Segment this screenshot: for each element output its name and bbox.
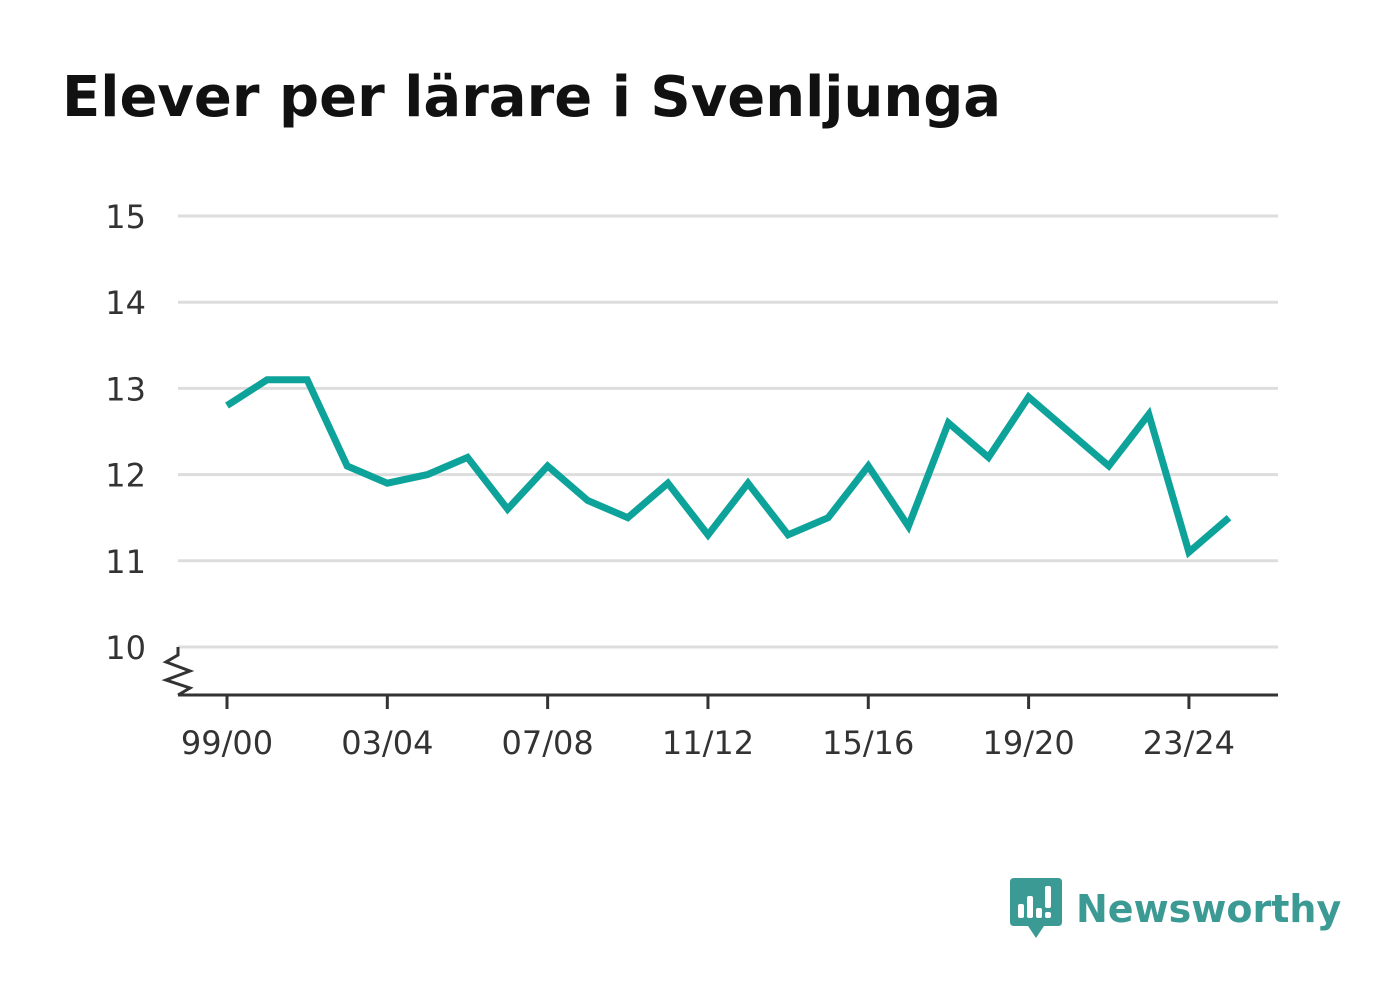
- y-tick-label-13: 13: [105, 370, 146, 408]
- chart-title: Elever per lärare i Svenljunga: [62, 65, 1002, 130]
- y-axis-tick-labels: 10 11 12 13 14 15: [105, 198, 146, 667]
- y-tick-label-14: 14: [105, 284, 146, 322]
- x-axis: 99/00 03/04 07/08 11/12 15/16 19/20 23/24: [161, 647, 1278, 762]
- series: [225, 376, 1232, 559]
- y-tick-label-10: 10: [105, 629, 146, 667]
- y-tick-label-12: 12: [105, 457, 146, 495]
- y-tick-label-15: 15: [105, 198, 146, 236]
- x-tick-label-07-08: 07/08: [502, 724, 594, 762]
- x-tick-label-19-20: 19/20: [982, 724, 1074, 762]
- x-tick-label-99-00: 99/00: [181, 724, 273, 762]
- newsworthy-brand: Newsworthy: [1010, 878, 1341, 940]
- y-axis-break: [161, 647, 195, 697]
- x-tick-label-15-16: 15/16: [822, 724, 914, 762]
- series-line-0: [225, 376, 1232, 559]
- x-tick-label-23-24: 23/24: [1143, 724, 1235, 762]
- x-tick-label-11-12: 11/12: [662, 724, 754, 762]
- grid-lines: [178, 214, 1278, 649]
- brand-name: Newsworthy: [1076, 887, 1342, 931]
- y-tick-label-11: 11: [105, 543, 146, 581]
- x-tick-label-03-04: 03/04: [341, 724, 433, 762]
- newsworthy-logo-icon: [1010, 878, 1062, 938]
